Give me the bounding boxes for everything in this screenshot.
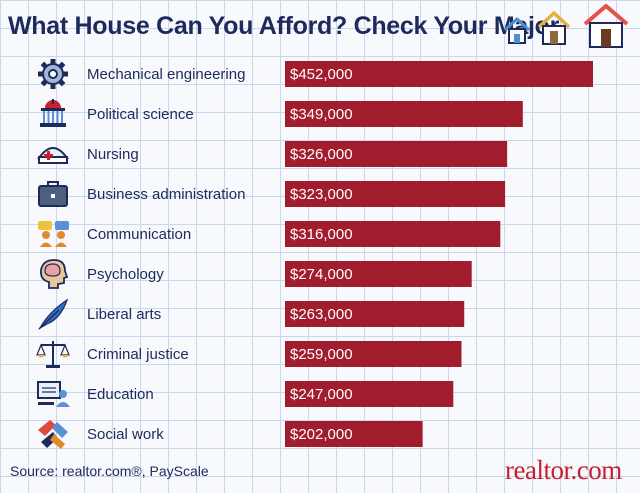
bar xyxy=(285,101,523,127)
bar-value-label: $323,000 xyxy=(290,186,353,203)
bar-value-label: $274,000 xyxy=(290,266,353,283)
briefcase-icon xyxy=(38,181,68,207)
category-label: Liberal arts xyxy=(87,306,161,323)
bar-value-label: $452,000 xyxy=(290,66,353,83)
category-labels: Mechanical engineering Political science N… xyxy=(87,66,245,443)
bar xyxy=(285,221,501,247)
brand-logo: realtor.com xyxy=(505,455,622,485)
helping-hands-icon xyxy=(38,420,68,449)
bar-value-label: $247,000 xyxy=(290,386,353,403)
gear-icon xyxy=(38,59,68,89)
bar-value-label: $259,000 xyxy=(290,346,353,363)
house-icons xyxy=(503,4,629,48)
bar-value-label: $326,000 xyxy=(290,146,353,163)
category-label: Criminal justice xyxy=(87,346,189,363)
bar-value-label: $316,000 xyxy=(290,226,353,243)
category-icons xyxy=(36,59,70,449)
category-label: Psychology xyxy=(87,266,164,283)
category-label: Mechanical engineering xyxy=(87,66,245,83)
scales-icon xyxy=(36,341,70,368)
speech-bubbles-icon xyxy=(38,221,69,247)
category-label: Political science xyxy=(87,106,194,123)
category-label: Social work xyxy=(87,426,164,443)
quill-pen-icon xyxy=(38,298,69,330)
bar xyxy=(285,301,465,327)
bar xyxy=(285,341,462,367)
bar xyxy=(285,261,472,287)
category-label: Business administration xyxy=(87,186,245,203)
bar-value-label: $202,000 xyxy=(290,426,353,443)
bar-value-label: $349,000 xyxy=(290,106,353,123)
bar xyxy=(285,61,593,87)
category-label: Education xyxy=(87,386,154,403)
source-note: Source: realtor.com®, PayScale xyxy=(10,463,209,479)
category-label: Communication xyxy=(87,226,191,243)
bars: $452,000 $349,000 $326,000 $323,000 $316,000… xyxy=(285,61,593,447)
bar xyxy=(285,421,423,447)
brain-head-icon xyxy=(40,259,69,289)
small-house-icon xyxy=(503,17,531,44)
bar-value-label: $263,000 xyxy=(290,306,353,323)
large-house-icon xyxy=(583,4,629,48)
bar xyxy=(285,141,508,167)
medium-house-icon xyxy=(537,11,571,45)
capitol-building-icon xyxy=(40,99,66,127)
category-label: Nursing xyxy=(87,146,139,163)
chart-title: What House Can You Afford? Check Your Ma… xyxy=(8,12,560,40)
nurse-cap-icon xyxy=(37,147,69,164)
computer-teacher-icon xyxy=(37,381,70,407)
bar xyxy=(285,381,454,407)
bar xyxy=(285,181,506,207)
